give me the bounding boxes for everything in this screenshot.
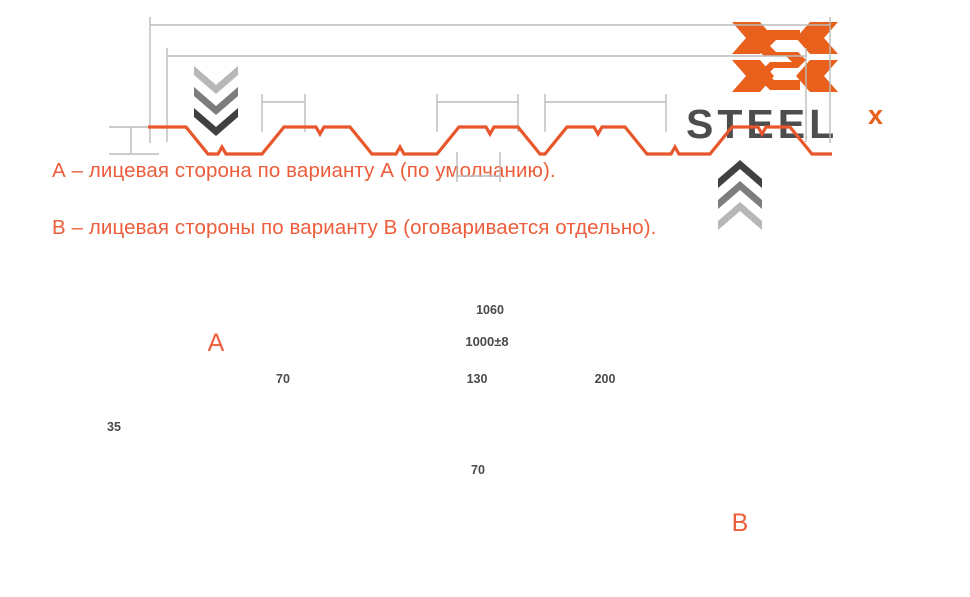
dimension-label-profile-height: 35 <box>102 420 126 434</box>
sheet-profile-outline <box>148 125 832 156</box>
caption-variant-a: А – лицевая сторона по варианту А (по ум… <box>52 159 556 182</box>
marker-a-chevron-1 <box>194 66 238 94</box>
steelx-wordmark: STEEL x <box>686 102 883 146</box>
marker-a-chevron-2 <box>194 87 238 115</box>
drawing-svg <box>109 17 832 230</box>
dimension-label-rib-pitch-200: 200 <box>589 372 621 386</box>
wordmark-steel-text: STEEL <box>686 102 838 146</box>
profile-technical-drawing: 1060 1000±8 70 130 200 70 35 А B <box>0 17 970 556</box>
wordmark-x-superscript: x <box>868 102 883 130</box>
dimension-label-rib-top-width: 70 <box>271 372 295 386</box>
marker-b-chevron-2 <box>718 181 762 209</box>
orientation-markers-layer <box>194 66 762 230</box>
dimension-label-valley-width-70: 70 <box>466 463 490 477</box>
dimension-label-cover-width: 1000±8 <box>460 334 514 349</box>
dimension-lines-layer <box>109 17 831 182</box>
caption-variant-b: В – лицевая стороны по варианту В (огова… <box>52 216 657 239</box>
marker-a-letter: А <box>207 329 225 357</box>
marker-a-chevron-3 <box>194 108 238 136</box>
marker-b-chevron-1 <box>718 160 762 188</box>
dimension-label-overall-width: 1060 <box>471 303 509 317</box>
dimension-label-rib-pitch-130: 130 <box>461 372 493 386</box>
marker-b-chevron-3 <box>718 202 762 230</box>
marker-b-letter: B <box>731 509 749 537</box>
